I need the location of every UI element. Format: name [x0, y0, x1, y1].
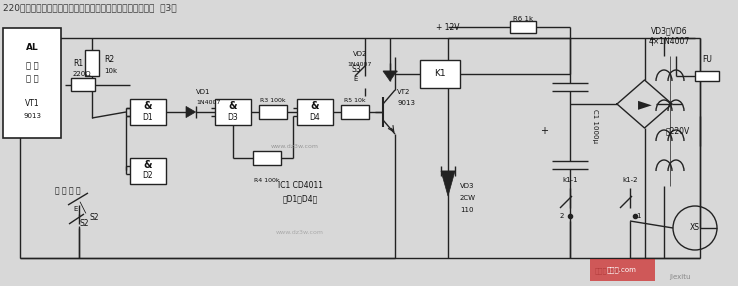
Text: D1: D1 — [142, 112, 154, 122]
Text: &: & — [311, 101, 320, 111]
Polygon shape — [441, 171, 455, 196]
Text: 110: 110 — [460, 207, 474, 213]
Text: 电 池 负 极: 电 池 负 极 — [55, 186, 80, 196]
Text: D3: D3 — [227, 112, 238, 122]
Bar — [341, 105, 369, 119]
Text: K1: K1 — [434, 69, 446, 78]
Text: 220遥控开关电路设计汇总（五款模拟电路设计原理图详解）  第3张: 220遥控开关电路设计汇总（五款模拟电路设计原理图详解） 第3张 — [3, 3, 176, 12]
Text: R3 100k: R3 100k — [261, 98, 286, 102]
Text: + 12V: + 12V — [436, 23, 460, 33]
Bar — [71, 78, 95, 91]
Text: R6 1k: R6 1k — [513, 16, 533, 22]
Text: S2: S2 — [79, 219, 89, 229]
Bar — [590, 259, 655, 281]
Text: VD2: VD2 — [353, 51, 368, 57]
Text: IC1 CD4011: IC1 CD4011 — [277, 182, 323, 190]
Text: 2CW: 2CW — [460, 195, 476, 201]
Text: &: & — [144, 160, 152, 170]
Text: 9013: 9013 — [397, 100, 415, 106]
Text: XS: XS — [690, 223, 700, 233]
Text: 接线图.com: 接线图.com — [595, 268, 625, 274]
Text: R2: R2 — [104, 55, 114, 65]
Bar — [85, 50, 99, 76]
Text: 4×1N4007: 4×1N4007 — [649, 37, 690, 47]
Text: jiexitu: jiexitu — [669, 274, 691, 280]
Text: D2: D2 — [142, 172, 154, 180]
Text: VD3: VD3 — [460, 183, 475, 189]
Text: 1N4007: 1N4007 — [348, 63, 372, 67]
Text: ╲: ╲ — [79, 202, 85, 213]
Bar — [510, 21, 536, 33]
Text: ►: ► — [638, 95, 652, 113]
Text: E: E — [353, 76, 357, 82]
Text: VT2: VT2 — [397, 89, 410, 95]
Bar — [253, 151, 281, 165]
Text: FU: FU — [702, 55, 712, 65]
Text: R1: R1 — [73, 59, 83, 67]
Text: VT1: VT1 — [24, 100, 39, 108]
Text: &: & — [229, 101, 237, 111]
Polygon shape — [186, 106, 196, 118]
Text: &: & — [144, 101, 152, 111]
Bar — [297, 99, 333, 125]
Text: 1N4007: 1N4007 — [196, 100, 221, 104]
Text: R4 100k: R4 100k — [254, 178, 280, 182]
Text: AL: AL — [26, 43, 38, 53]
Text: www.dz3w.com: www.dz3w.com — [271, 144, 319, 148]
Bar — [420, 60, 460, 88]
Text: 接线图.com: 接线图.com — [607, 267, 637, 273]
Text: +: + — [540, 126, 548, 136]
Polygon shape — [383, 71, 397, 81]
Bar — [215, 99, 251, 125]
Text: S2: S2 — [90, 214, 100, 223]
Text: 10k: 10k — [104, 68, 117, 74]
Text: 电 闸: 电 闸 — [26, 61, 38, 71]
Text: k1-2: k1-2 — [622, 177, 638, 183]
Text: 子 表: 子 表 — [26, 74, 38, 84]
Text: 9013: 9013 — [23, 113, 41, 119]
Text: R5 10k: R5 10k — [344, 98, 366, 102]
Text: www.dz3w.com: www.dz3w.com — [276, 231, 324, 235]
Bar — [259, 105, 287, 119]
Text: T: T — [650, 39, 655, 49]
Bar — [695, 71, 719, 81]
Text: 220Ω: 220Ω — [73, 71, 92, 77]
Text: D4: D4 — [310, 112, 320, 122]
Bar — [3, 28, 61, 138]
Bar — [130, 99, 166, 125]
Text: （D1～D4）: （D1～D4） — [283, 194, 317, 204]
Text: k1-1: k1-1 — [562, 177, 578, 183]
Text: E: E — [73, 206, 77, 212]
Text: 1: 1 — [635, 213, 641, 219]
Text: ～220V: ～220V — [666, 126, 690, 136]
Text: C1 1000μ: C1 1000μ — [592, 109, 598, 143]
Bar — [130, 158, 166, 184]
Text: 2: 2 — [560, 213, 564, 219]
Text: VD3～VD6: VD3～VD6 — [651, 27, 688, 35]
Text: S3: S3 — [351, 65, 361, 74]
Text: VD1: VD1 — [196, 89, 210, 95]
